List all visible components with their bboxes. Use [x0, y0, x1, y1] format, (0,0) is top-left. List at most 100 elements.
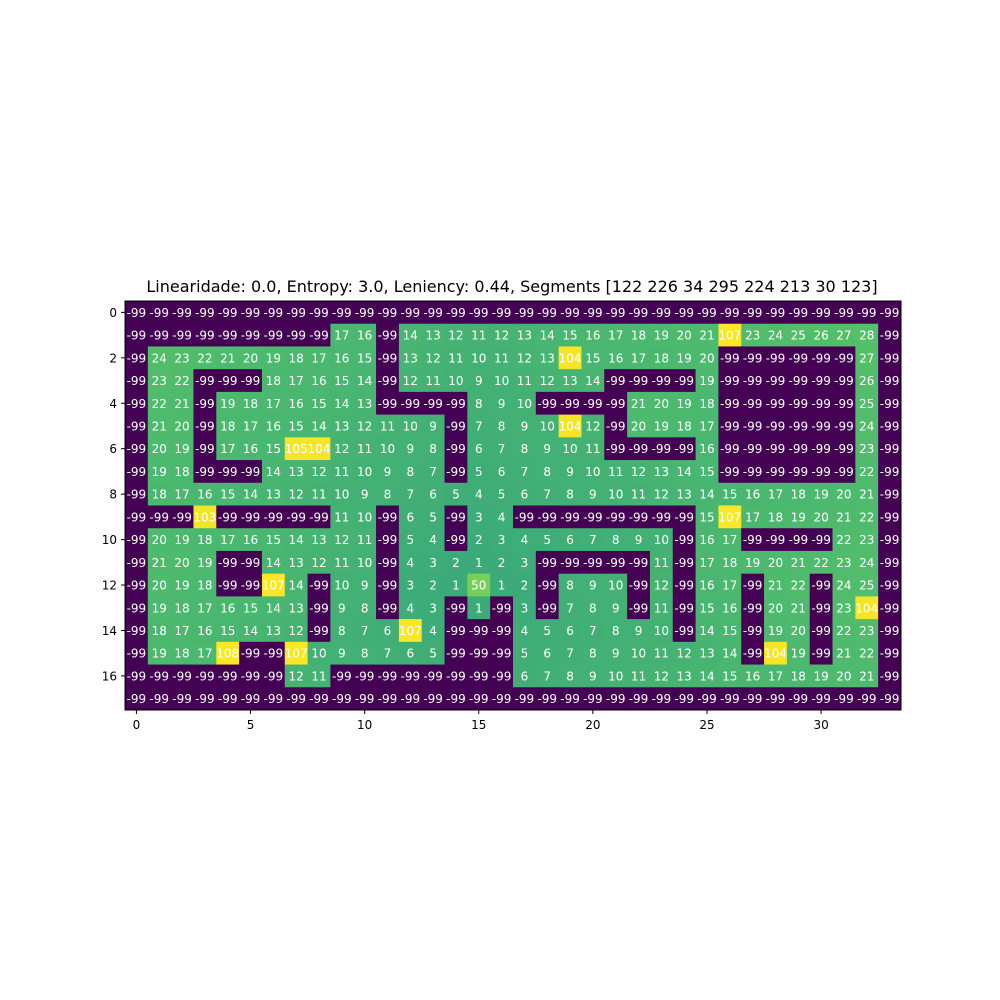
heatmap-cell: [398, 346, 423, 370]
heatmap-cell: [239, 346, 263, 370]
cell-value-label: -99: [537, 556, 557, 570]
cell-value-label: 7: [543, 669, 551, 683]
heatmap-cell: [535, 505, 560, 529]
cell-value-label: 16: [745, 669, 760, 683]
cell-value-label: -99: [743, 397, 763, 411]
heatmap-cell: [581, 596, 605, 620]
heatmap-cell: [170, 596, 194, 620]
heatmap-cell: [398, 437, 423, 461]
heatmap-cell: [513, 482, 537, 506]
heatmap-cell: [581, 573, 605, 597]
cell-value-label: -99: [195, 374, 215, 388]
heatmap-cell-labels: -99 -99 -99 -99 -99 -99 -99 -99 -99 -99 -99 -99 -99 -…: [127, 306, 900, 706]
heatmap-cell: [170, 391, 194, 416]
heatmap-cell: [786, 641, 811, 665]
heatmap-cell: [581, 482, 605, 506]
cell-value-label: 13: [517, 329, 532, 343]
cell-value-label: 15: [220, 624, 235, 638]
heatmap-cell: [855, 619, 879, 643]
cell-value-label: -99: [149, 692, 169, 706]
cell-value-label: 23: [859, 442, 874, 456]
cell-value-label: 11: [585, 442, 600, 456]
cell-value-label: -99: [537, 601, 557, 615]
cell-value-label: -99: [400, 397, 420, 411]
cell-value-label: -99: [629, 556, 649, 570]
heatmap-cell: [741, 550, 765, 575]
cell-value-label: 19: [745, 556, 760, 570]
heatmap-cell: [786, 369, 811, 393]
heatmap-cell: [855, 369, 879, 393]
heatmap-cell: [125, 301, 149, 325]
cell-value-label: 14: [699, 669, 714, 683]
heatmap-cell: [718, 505, 742, 529]
cell-value-label: 3: [429, 556, 437, 570]
heatmap-cell: [353, 482, 377, 506]
heatmap-cell: [809, 437, 833, 461]
cell-value-label: 11: [654, 601, 669, 615]
cell-value-label: 2: [429, 579, 437, 593]
cell-value-label: 12: [585, 419, 600, 433]
cell-value-label: -99: [811, 306, 831, 320]
heatmap-cell: [604, 460, 628, 484]
heatmap-cell: [558, 687, 582, 711]
heatmap-cell: [398, 414, 423, 438]
heatmap-cell: [421, 550, 445, 575]
heatmap-cell: [855, 414, 879, 438]
heatmap-cell: [513, 641, 537, 665]
cell-value-label: -99: [378, 556, 398, 570]
cell-value-label: -99: [811, 579, 831, 593]
heatmap-cell: [741, 687, 765, 711]
cell-value-label: 11: [631, 669, 646, 683]
cell-value-label: 1: [475, 556, 483, 570]
cell-value-label: 20: [836, 488, 851, 502]
heatmap-cell: [376, 437, 400, 461]
heatmap-cell: [284, 346, 308, 370]
heatmap-cell: [855, 301, 879, 325]
heatmap-cell: [421, 596, 445, 620]
cell-value-label: 16: [699, 442, 714, 456]
cell-value-label: 18: [197, 579, 212, 593]
cell-value-label: 2: [475, 533, 483, 547]
cell-value-label: 5: [429, 510, 437, 524]
heatmap-cell: [398, 619, 423, 643]
heatmap-cell: [330, 664, 354, 688]
cell-value-label: 21: [859, 488, 874, 502]
cell-value-label: 9: [589, 579, 597, 593]
cell-value-label: 11: [334, 556, 349, 570]
cell-value-label: 28: [859, 329, 874, 343]
cell-value-label: 8: [475, 397, 483, 411]
cell-value-label: -99: [309, 579, 329, 593]
cell-value-label: 15: [266, 442, 281, 456]
cell-value-label: -99: [811, 351, 831, 365]
cell-value-label: 4: [429, 624, 437, 638]
heatmap-cell: [855, 596, 879, 620]
heatmap-cell: [513, 391, 537, 416]
cell-value-label: 12: [425, 351, 440, 365]
cell-value-label: -99: [560, 306, 580, 320]
cell-value-label: 19: [174, 442, 189, 456]
heatmap-cell: [467, 573, 491, 597]
heatmap-cell: [170, 573, 194, 597]
heatmap-cell: [649, 528, 674, 552]
cell-value-label: -99: [629, 374, 649, 388]
cell-value-label: 104: [855, 601, 878, 615]
heatmap-cell: [581, 391, 605, 416]
heatmap-cell: [513, 460, 537, 484]
cell-value-label: 18: [631, 329, 646, 343]
heatmap-cell: [764, 391, 788, 416]
heatmap-cell: [467, 687, 491, 711]
cell-value-label: 7: [406, 488, 414, 502]
cell-value-label: 13: [677, 488, 692, 502]
cell-value-label: 6: [566, 533, 574, 547]
heatmap-cell: [467, 414, 491, 438]
heatmap-cell: [444, 550, 468, 575]
heatmap-cell: [284, 573, 308, 597]
heatmap-cell: [627, 346, 651, 370]
heatmap-cell: [216, 369, 240, 393]
heatmap-cell: [809, 391, 833, 416]
heatmap-cell: [855, 687, 879, 711]
cell-value-label: 104: [764, 647, 787, 661]
heatmap-cell: [718, 391, 742, 416]
cell-value-label: 10: [357, 510, 372, 524]
heatmap-cell: [558, 482, 582, 506]
